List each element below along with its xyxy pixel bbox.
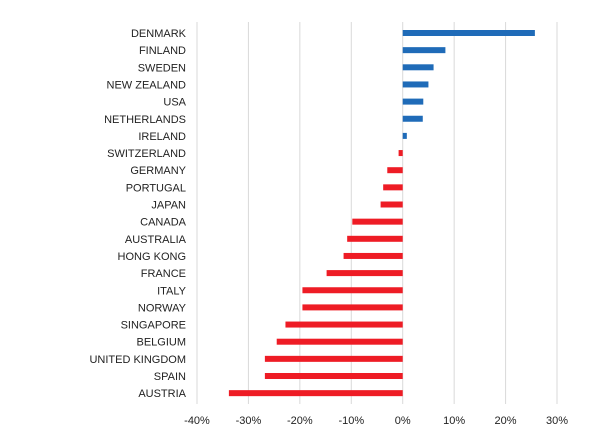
bar <box>264 355 403 362</box>
bar <box>402 64 434 71</box>
bar <box>402 115 423 122</box>
x-tick-label: -20% <box>287 415 313 427</box>
bar <box>302 304 403 311</box>
x-tick-label: -10% <box>338 415 364 427</box>
category-label: HONG KONG <box>118 251 186 263</box>
category-label: SWITZERLAND <box>107 148 186 160</box>
bar <box>398 150 403 157</box>
bar <box>326 270 403 277</box>
category-label: FINLAND <box>139 45 186 57</box>
bar <box>352 218 403 225</box>
x-tick-label: -30% <box>236 415 262 427</box>
category-label: JAPAN <box>151 200 186 212</box>
category-label: FRANCE <box>141 268 186 280</box>
x-tick-label: -40% <box>184 415 210 427</box>
bar <box>380 201 403 208</box>
x-tick-label: 30% <box>546 415 568 427</box>
bar <box>285 321 403 328</box>
category-label: AUSTRALIA <box>125 234 187 246</box>
category-label: NEW ZEALAND <box>107 79 187 91</box>
bar <box>402 30 535 36</box>
bar <box>402 47 446 54</box>
category-label: CANADA <box>140 217 187 229</box>
x-tick-labels: -40% -30% -20% -10% 0% 10% 20% 30% <box>184 415 568 427</box>
bar <box>402 132 407 139</box>
category-label: AUSTRIA <box>138 388 186 400</box>
x-tick-label: 10% <box>443 415 465 427</box>
bar <box>383 184 403 191</box>
x-tick-label: 20% <box>495 415 517 427</box>
bar <box>302 287 403 294</box>
category-label: GERMANY <box>130 165 186 177</box>
bar <box>343 252 403 259</box>
category-label: NORWAY <box>138 302 187 314</box>
gridlines <box>196 22 558 404</box>
bars <box>228 30 535 397</box>
bar <box>402 81 429 88</box>
category-label: IRELAND <box>138 131 186 143</box>
category-label: UNITED KINGDOM <box>89 354 186 366</box>
category-label: PORTUGAL <box>126 182 186 194</box>
category-labels: DENMARK FINLAND SWEDEN NEW ZEALAND USA NETHER… <box>89 28 186 400</box>
bar <box>264 373 403 379</box>
bar <box>402 98 424 105</box>
bar <box>228 390 403 397</box>
category-label: SWEDEN <box>138 62 186 74</box>
category-label: SINGAPORE <box>121 320 186 332</box>
bar <box>276 338 403 345</box>
bar <box>387 167 403 174</box>
category-label: BELGIUM <box>136 337 186 349</box>
category-label: NETHERLANDS <box>104 114 186 126</box>
category-label: SPAIN <box>154 371 186 383</box>
bar <box>347 235 403 242</box>
category-label: USA <box>163 97 186 109</box>
category-label: DENMARK <box>131 28 187 40</box>
x-tick-label: 0% <box>395 415 411 427</box>
category-label: ITALY <box>157 285 187 297</box>
